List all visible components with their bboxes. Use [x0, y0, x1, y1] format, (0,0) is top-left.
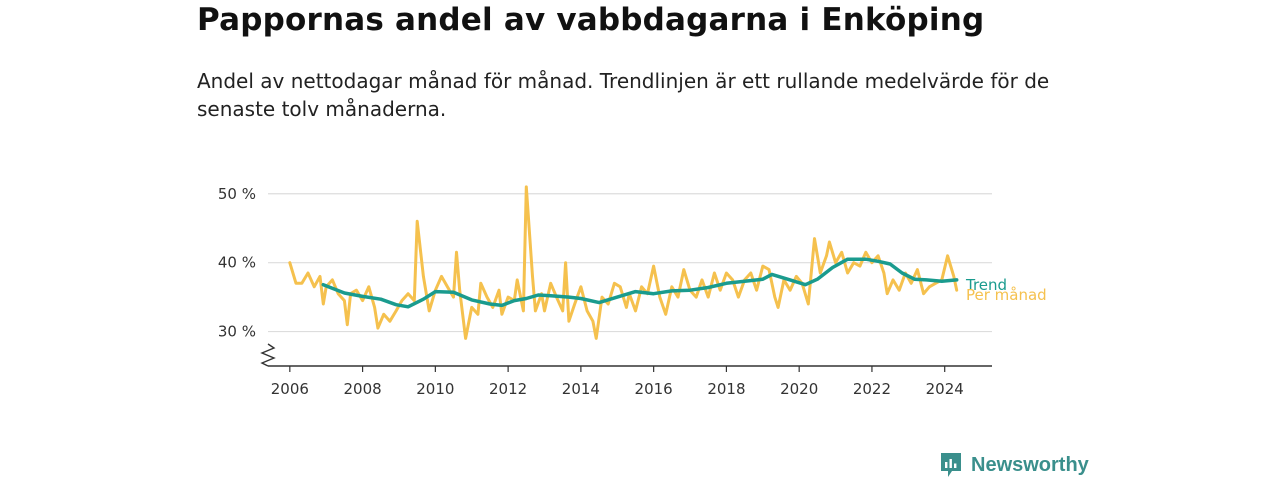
- legend-monthly-label: Per månad: [966, 286, 1047, 304]
- legend-trend-label: Trend: [965, 276, 1007, 294]
- y-tick-label: 40 %: [218, 254, 256, 272]
- x-tick-label: 2010: [416, 380, 454, 398]
- x-tick-label: 2016: [635, 380, 673, 398]
- chart-subtitle: Andel av nettodagar månad för månad. Tre…: [197, 69, 1050, 121]
- axes: 30 % 40 % 50 % 2006 2008 2010 2012 2014 2016 2018…: [218, 185, 992, 398]
- x-tick-label: 2022: [853, 380, 891, 398]
- x-tick-label: 2020: [780, 380, 818, 398]
- trend-series-line: [321, 257, 959, 309]
- newsworthy-brand: Newsworthy: [939, 451, 1089, 479]
- y-tick-label: 30 %: [218, 323, 256, 341]
- x-tick-label: 2014: [562, 380, 600, 398]
- x-tick-label: 2024: [926, 380, 964, 398]
- data-series: [288, 185, 959, 340]
- chart-title: Pappornas andel av vabbdagarna i Enköpin…: [197, 2, 985, 38]
- x-tick-label: 2012: [489, 380, 527, 398]
- x-tick-label: 2006: [271, 380, 309, 398]
- bar-chart-logo-icon: [941, 453, 961, 477]
- brand-name: Newsworthy: [971, 453, 1089, 476]
- x-tick-label: 2018: [707, 380, 745, 398]
- y-tick-label: 50 %: [218, 185, 256, 203]
- x-tick-label: 2008: [343, 380, 381, 398]
- axis-break-symbol: [260, 343, 276, 367]
